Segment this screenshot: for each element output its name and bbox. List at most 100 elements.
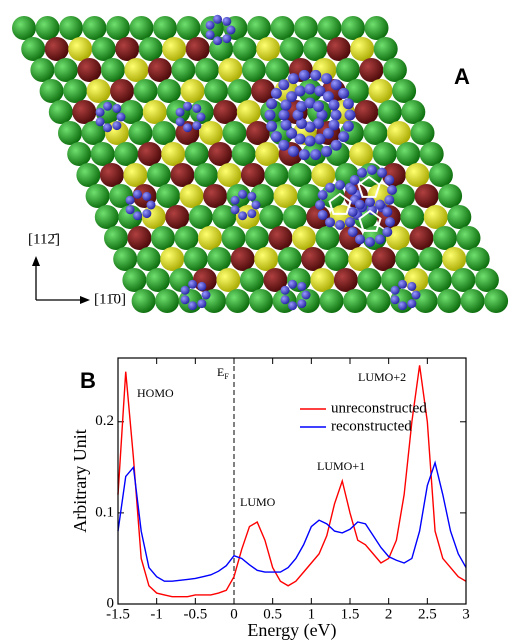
atom	[475, 268, 499, 292]
atom	[256, 37, 280, 61]
atom	[115, 37, 139, 61]
molecule-atom	[385, 217, 395, 227]
direction-label: [112̄]	[28, 231, 60, 247]
molecule-atom	[183, 102, 192, 111]
molecule-atom	[302, 291, 311, 300]
annotation: LUMO	[240, 495, 276, 509]
molecule-atom	[335, 220, 345, 230]
atom	[152, 121, 176, 145]
atom	[336, 58, 360, 82]
molecule-atom	[197, 113, 206, 122]
molecule-atom	[331, 79, 342, 90]
molecule-atom	[412, 291, 421, 300]
atom	[301, 247, 325, 271]
atom	[153, 16, 177, 40]
molecule-atom	[384, 195, 394, 205]
atom	[245, 226, 269, 250]
atom	[255, 142, 279, 166]
molecule-atom	[310, 149, 321, 160]
x-tick-label: 0	[230, 606, 238, 622]
molecule-atom	[266, 98, 277, 109]
molecule-atom	[206, 30, 215, 39]
atom	[411, 121, 435, 145]
atom	[369, 79, 393, 103]
molecule-atom	[271, 88, 282, 99]
atom	[232, 142, 256, 166]
atom	[134, 79, 158, 103]
atom	[91, 142, 115, 166]
atom	[110, 79, 134, 103]
atom	[146, 268, 170, 292]
annotation-text: HOMO	[137, 386, 174, 400]
molecule-atom	[278, 79, 289, 90]
atom	[122, 268, 146, 292]
molecule-atom	[355, 234, 365, 244]
y-tick-label: 0.2	[95, 413, 114, 429]
atom	[213, 100, 237, 124]
atom	[457, 226, 481, 250]
molecule-atom	[321, 73, 332, 84]
annotation-text: LUMO	[240, 495, 276, 509]
molecule-atom	[176, 117, 185, 126]
molecule-atom	[331, 110, 342, 121]
molecule-atom	[347, 185, 357, 195]
molecule-atom	[197, 299, 206, 308]
molecule-atom	[318, 210, 328, 220]
x-tick-label: 2	[385, 606, 393, 622]
molecule-atom	[133, 211, 142, 220]
atom	[139, 37, 163, 61]
annotation-text: LUMO+1	[317, 459, 365, 473]
atom	[68, 37, 92, 61]
atom	[156, 184, 180, 208]
molecule-atom	[375, 200, 385, 210]
molecule-atom	[222, 17, 231, 26]
annotation-text: LUMO+2	[358, 370, 406, 384]
atom	[143, 100, 167, 124]
atom	[419, 247, 443, 271]
atom	[428, 268, 452, 292]
molecule-atom	[297, 282, 306, 291]
atom	[269, 226, 293, 250]
molecule-atom	[103, 123, 112, 132]
molecule-atom	[345, 110, 356, 121]
molecule-atom	[142, 192, 151, 201]
atom	[138, 142, 162, 166]
molecule-atom	[192, 121, 201, 130]
arrow-head	[80, 296, 90, 304]
atom	[21, 37, 45, 61]
molecule-atom	[325, 183, 335, 193]
molecule-atom	[350, 175, 360, 185]
legend-label: unreconstructed	[331, 400, 427, 416]
arrow-head	[32, 256, 40, 266]
atom	[186, 37, 210, 61]
molecule-atom	[318, 190, 328, 200]
molecule-atom	[231, 205, 240, 214]
molecule-atom	[310, 70, 321, 81]
molecule-atom	[338, 131, 349, 142]
atom	[54, 58, 78, 82]
atom	[320, 289, 344, 313]
atom	[207, 247, 231, 271]
atom	[392, 79, 416, 103]
direction-label: [11̄0]	[94, 291, 126, 307]
atom	[241, 163, 265, 187]
atom	[240, 268, 264, 292]
atom	[155, 289, 179, 313]
annotation: LUMO+2	[358, 370, 406, 384]
molecule-atom	[278, 140, 289, 151]
atom	[217, 163, 241, 187]
molecule-atom	[126, 205, 135, 214]
y-tick-label: 0	[107, 595, 115, 611]
molecule-atom	[314, 134, 325, 145]
molecule-atom	[181, 286, 190, 295]
atom	[170, 163, 194, 187]
molecule-atom	[297, 299, 306, 308]
atom	[242, 58, 266, 82]
x-tick-label: 2.5	[418, 606, 437, 622]
molecule-atom	[133, 190, 142, 199]
molecule-atom	[238, 211, 247, 220]
atom	[185, 142, 209, 166]
atom	[223, 121, 247, 145]
molecule-atom	[112, 121, 121, 130]
atom	[318, 16, 342, 40]
